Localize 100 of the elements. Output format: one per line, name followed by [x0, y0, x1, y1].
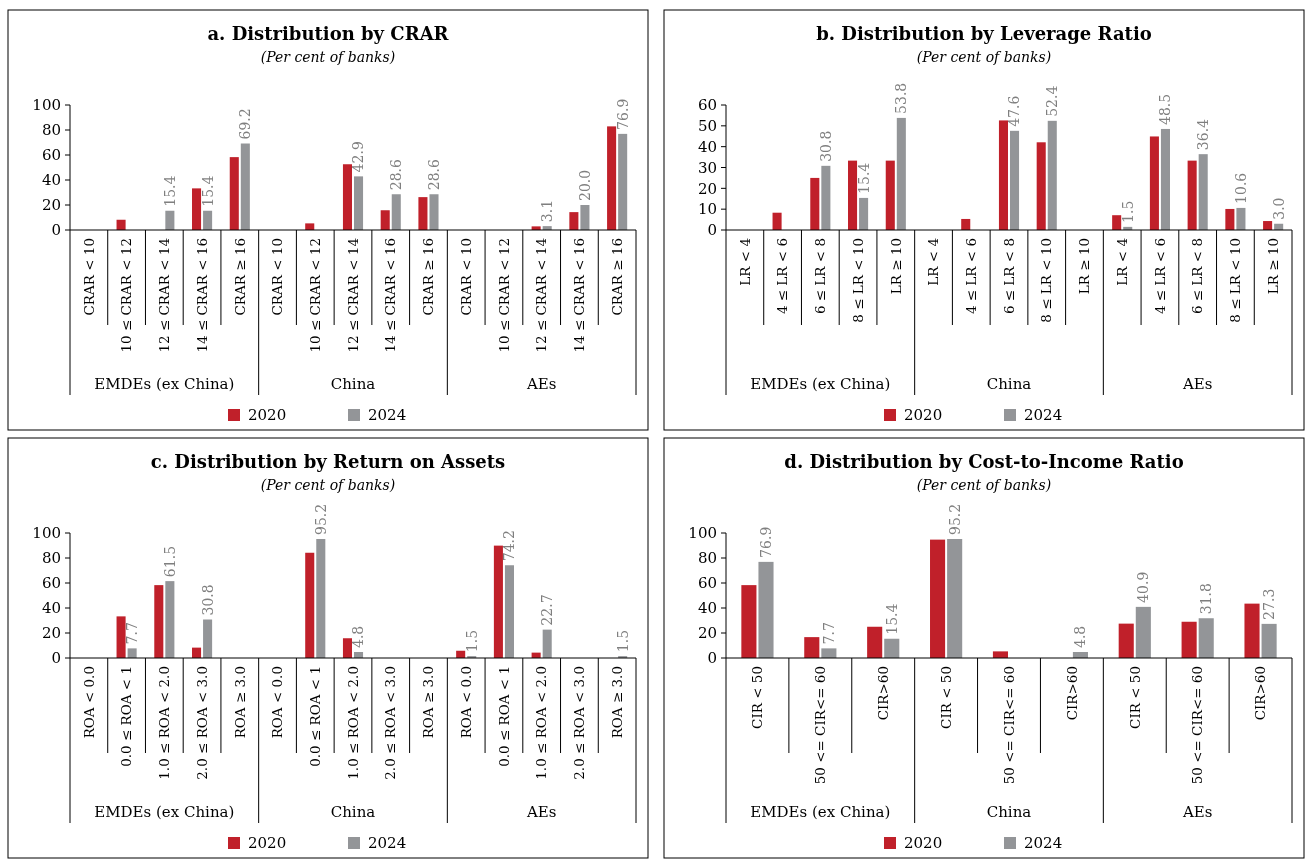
- y-tick-label: 60: [697, 574, 717, 593]
- data-label: 74.2: [501, 530, 518, 562]
- x-tick-label: 50 <= CIR<= 60: [1189, 666, 1206, 785]
- data-label: 3.1: [539, 199, 556, 223]
- x-tick-label: LR < 4: [925, 238, 942, 286]
- x-tick-label: ROA ≥ 3.0: [231, 666, 248, 739]
- chart-subtitle: (Per cent of banks): [260, 49, 396, 65]
- text: China: [330, 803, 376, 821]
- x-tick-label: CRAR ≥ 16: [231, 238, 248, 316]
- chart-title: b. Distribution by Leverage Ratio: [816, 23, 1152, 44]
- y-tick-label: 40: [41, 171, 61, 190]
- x-tick-label: 10 ≤ CRAR < 12: [306, 238, 323, 353]
- x-tick-label: 0.0 ≤ ROA < 1: [495, 666, 512, 767]
- chart-subtitle: (Per cent of banks): [260, 477, 396, 493]
- x-tick-label: 8 ≤ LR < 10: [849, 238, 866, 323]
- y-tick-label: 20: [697, 179, 717, 198]
- data-label: 42.9: [350, 141, 367, 173]
- legend-label: 2024: [368, 406, 407, 425]
- x-tick-label: 14 ≤ CRAR < 16: [382, 238, 399, 353]
- data-label: 1.5: [1119, 200, 1136, 223]
- x-tick-label: CRAR < 10: [269, 238, 286, 316]
- data-label: 4.8: [1072, 625, 1089, 648]
- data-label: 47.6: [1006, 95, 1023, 127]
- data-label: 15.4: [199, 175, 216, 207]
- data-label: 95.2: [312, 503, 329, 535]
- x-tick-label: 50 <= CIR<= 60: [1000, 666, 1017, 785]
- text: EMDEs (ex China): [94, 803, 235, 821]
- y-tick-label: 40: [697, 137, 717, 156]
- x-tick-label: 14 ≤ CRAR < 16: [571, 238, 588, 353]
- legend-label: 2020: [904, 834, 943, 853]
- data-label: 1.5: [614, 629, 631, 653]
- x-tick-label: ROA < 0.0: [457, 666, 474, 739]
- text: China: [986, 803, 1032, 821]
- y-tick-label: 20: [41, 624, 61, 643]
- data-label: 20.0: [576, 169, 593, 201]
- legend-label: 2020: [248, 834, 287, 853]
- x-tick-label: 8 ≤ LR < 10: [1227, 238, 1244, 323]
- data-label: 52.4: [1044, 85, 1061, 117]
- x-tick-label: CIR>60: [874, 666, 891, 721]
- data-label: 76.9: [614, 98, 631, 130]
- y-tick-label: 40: [697, 599, 717, 618]
- data-label: 61.5: [161, 545, 178, 578]
- x-tick-label: CIR < 50: [937, 666, 954, 729]
- data-label: 30.8: [817, 130, 834, 162]
- x-tick-label: LR ≥ 10: [887, 238, 904, 295]
- x-tick-label: ROA < 0.0: [80, 666, 97, 739]
- data-label: 95.2: [946, 503, 963, 535]
- data-label: 27.3: [1261, 588, 1277, 620]
- x-tick-label: 1.0 ≤ ROA < 2.0: [533, 666, 550, 780]
- data-label: 76.9: [757, 526, 774, 558]
- y-tick-label: 30: [697, 158, 717, 177]
- y-tick-label: 80: [697, 549, 717, 568]
- x-tick-label: CIR>60: [1063, 666, 1080, 721]
- y-tick-label: 60: [41, 574, 61, 593]
- x-tick-label: 12 ≤ CRAR < 14: [156, 238, 173, 353]
- x-tick-label: 0.0 ≤ ROA < 1: [306, 666, 323, 767]
- x-tick-label: 10 ≤ CRAR < 12: [118, 238, 135, 353]
- x-tick-label: CIR>60: [1252, 666, 1269, 721]
- y-tick-label: 100: [32, 524, 61, 543]
- x-tick-label: CRAR < 10: [80, 238, 97, 316]
- x-tick-label: 14 ≤ CRAR < 16: [193, 238, 210, 353]
- y-tick-label: 80: [41, 121, 61, 140]
- x-tick-label: 10 ≤ CRAR < 12: [495, 238, 512, 353]
- legend-label: 2024: [1024, 834, 1063, 853]
- y-tick-label: 60: [697, 96, 717, 115]
- data-label: 1.5: [463, 629, 480, 653]
- chart-title: d. Distribution by Cost-to-Income Ratio: [784, 451, 1184, 472]
- chart-title: c. Distribution by Return on Assets: [150, 451, 506, 472]
- text: China: [986, 375, 1032, 393]
- data-label: 69.2: [237, 108, 254, 140]
- x-tick-label: 4 ≤ LR < 6: [962, 238, 979, 315]
- x-tick-label: ROA ≥ 3.0: [420, 666, 437, 739]
- x-tick-label: 12 ≤ CRAR < 14: [533, 238, 550, 353]
- chart-subtitle: (Per cent of banks): [916, 49, 1052, 65]
- y-tick-label: 20: [41, 196, 61, 215]
- x-tick-label: 1.0 ≤ ROA < 2.0: [156, 666, 173, 780]
- text: AEs: [1181, 803, 1213, 821]
- y-tick-label: 0: [707, 649, 717, 668]
- text: AEs: [525, 375, 557, 393]
- data-label: 36.4: [1195, 118, 1212, 151]
- x-tick-label: 4 ≤ LR < 6: [1151, 238, 1168, 315]
- y-tick-label: 40: [41, 599, 61, 618]
- data-label: 53.8: [893, 82, 910, 114]
- text: AEs: [525, 803, 557, 821]
- x-tick-label: 50 <= CIR<= 60: [812, 666, 829, 785]
- data-label: 7.7: [124, 622, 141, 645]
- x-tick-label: 6 ≤ LR < 8: [1189, 238, 1206, 315]
- legend-label: 2020: [248, 406, 287, 425]
- x-tick-label: 2.0 ≤ ROA < 3.0: [382, 666, 399, 780]
- x-tick-label: 0.0 ≤ ROA < 1: [118, 666, 135, 767]
- data-label: 40.9: [1135, 571, 1152, 603]
- data-label: 28.6: [388, 158, 405, 191]
- data-label: 15.4: [855, 162, 872, 194]
- legend-label: 2024: [1024, 406, 1063, 425]
- x-tick-label: 4 ≤ LR < 6: [774, 238, 791, 315]
- data-label: 10.6: [1232, 172, 1249, 204]
- legend-label: 2024: [368, 834, 407, 853]
- x-tick-label: LR < 4: [1113, 238, 1130, 286]
- y-tick-label: 50: [697, 117, 717, 136]
- text: EMDEs (ex China): [750, 375, 891, 393]
